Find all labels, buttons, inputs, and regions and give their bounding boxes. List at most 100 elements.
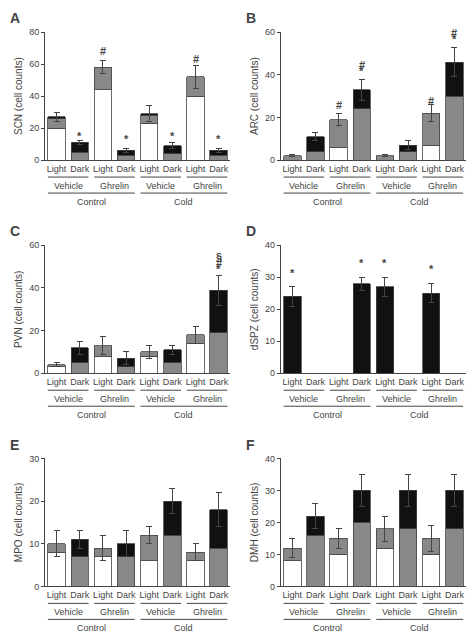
svg-text:Dark: Dark (117, 377, 137, 387)
svg-text:Dark: Dark (306, 164, 326, 174)
svg-text:#: # (193, 53, 199, 65)
svg-text:Vehicle: Vehicle (54, 181, 83, 191)
svg-text:30: 30 (265, 486, 275, 496)
svg-text:60: 60 (265, 27, 275, 37)
svg-text:Light: Light (93, 164, 113, 174)
svg-text:*: * (359, 257, 364, 269)
svg-text:Dark: Dark (70, 164, 90, 174)
svg-text:Dark: Dark (70, 377, 90, 387)
svg-text:60: 60 (29, 240, 39, 250)
svg-text:Light: Light (422, 164, 442, 174)
svg-text:ARC (cell counts): ARC (cell counts) (249, 57, 260, 135)
svg-text:Dark: Dark (163, 164, 183, 174)
svg-text:Light: Light (283, 590, 303, 600)
svg-text:0: 0 (270, 582, 275, 592)
svg-text:Vehicle: Vehicle (382, 181, 411, 191)
svg-text:Vehicle: Vehicle (289, 394, 318, 404)
svg-text:0: 0 (270, 368, 275, 378)
svg-text:Dark: Dark (209, 590, 229, 600)
svg-text:Cold: Cold (174, 623, 193, 633)
svg-text:Dark: Dark (306, 377, 326, 387)
svg-text:E: E (10, 437, 19, 453)
svg-text:Dark: Dark (70, 590, 90, 600)
svg-text:10: 10 (265, 550, 275, 560)
svg-text:*: * (382, 257, 387, 269)
svg-text:Dark: Dark (399, 164, 419, 174)
svg-text:Vehicle: Vehicle (146, 181, 175, 191)
svg-text:Ghrelin: Ghrelin (336, 394, 365, 404)
svg-text:*: * (216, 263, 221, 275)
svg-text:C: C (10, 223, 20, 239)
svg-text:*: * (452, 33, 457, 45)
svg-text:Control: Control (313, 623, 342, 633)
svg-text:Dark: Dark (352, 590, 372, 600)
svg-text:Light: Light (422, 377, 442, 387)
svg-text:Ghrelin: Ghrelin (428, 607, 457, 617)
svg-text:Control: Control (77, 410, 106, 420)
svg-text:10: 10 (29, 539, 39, 549)
svg-text:Cold: Cold (410, 410, 429, 420)
svg-text:Light: Light (375, 164, 395, 174)
svg-text:A: A (10, 10, 20, 26)
svg-text:#: # (359, 59, 365, 71)
svg-text:Dark: Dark (163, 377, 183, 387)
svg-text:Control: Control (313, 410, 342, 420)
svg-text:MPO (cell counts): MPO (cell counts) (13, 483, 24, 562)
svg-text:#: # (100, 45, 106, 57)
svg-text:Dark: Dark (352, 377, 372, 387)
svg-text:Light: Light (93, 377, 113, 387)
svg-text:40: 40 (265, 70, 275, 80)
svg-text:Ghrelin: Ghrelin (100, 394, 129, 404)
svg-text:Ghrelin: Ghrelin (428, 181, 457, 191)
svg-text:Ghrelin: Ghrelin (428, 394, 457, 404)
svg-text:Vehicle: Vehicle (382, 394, 411, 404)
svg-text:Light: Light (329, 164, 349, 174)
svg-text:Control: Control (313, 197, 342, 207)
svg-text:10: 10 (265, 336, 275, 346)
svg-text:Dark: Dark (399, 377, 419, 387)
svg-text:Light: Light (375, 377, 395, 387)
svg-text:0: 0 (34, 155, 39, 165)
svg-text:*: * (359, 65, 364, 77)
svg-text:Ghrelin: Ghrelin (193, 181, 222, 191)
svg-text:20: 20 (265, 304, 275, 314)
svg-text:20: 20 (265, 518, 275, 528)
svg-text:Dark: Dark (445, 377, 465, 387)
svg-text:Light: Light (422, 590, 442, 600)
svg-text:Light: Light (329, 377, 349, 387)
svg-text:Ghrelin: Ghrelin (100, 181, 129, 191)
svg-text:80: 80 (29, 27, 39, 37)
svg-text:Dark: Dark (352, 164, 372, 174)
svg-text:40: 40 (265, 454, 275, 464)
svg-text:0: 0 (270, 155, 275, 165)
svg-text:Vehicle: Vehicle (146, 394, 175, 404)
svg-text:Vehicle: Vehicle (289, 607, 318, 617)
svg-text:Dark: Dark (445, 164, 465, 174)
svg-text:Dark: Dark (209, 164, 229, 174)
svg-text:Control: Control (77, 623, 106, 633)
svg-text:#: # (451, 27, 457, 39)
svg-text:Dark: Dark (306, 590, 326, 600)
svg-text:40: 40 (265, 240, 275, 250)
svg-text:Ghrelin: Ghrelin (193, 394, 222, 404)
svg-text:D: D (246, 223, 256, 239)
svg-text:Cold: Cold (410, 197, 429, 207)
svg-text:Light: Light (283, 164, 303, 174)
svg-text:Light: Light (329, 590, 349, 600)
svg-text:20: 20 (29, 123, 39, 133)
svg-text:SCN (cell counts): SCN (cell counts) (13, 57, 24, 135)
svg-text:Dark: Dark (209, 377, 229, 387)
svg-text:20: 20 (265, 113, 275, 123)
svg-text:#: # (216, 257, 222, 269)
svg-text:Vehicle: Vehicle (54, 607, 83, 617)
svg-text:Vehicle: Vehicle (289, 181, 318, 191)
svg-text:Ghrelin: Ghrelin (100, 607, 129, 617)
svg-text:Light: Light (375, 590, 395, 600)
svg-text:Light: Light (47, 377, 67, 387)
svg-text:Light: Light (186, 377, 206, 387)
svg-text:Cold: Cold (174, 197, 193, 207)
svg-text:30: 30 (265, 272, 275, 282)
svg-text:Dark: Dark (445, 590, 465, 600)
svg-text:20: 20 (29, 496, 39, 506)
svg-text:0: 0 (34, 368, 39, 378)
